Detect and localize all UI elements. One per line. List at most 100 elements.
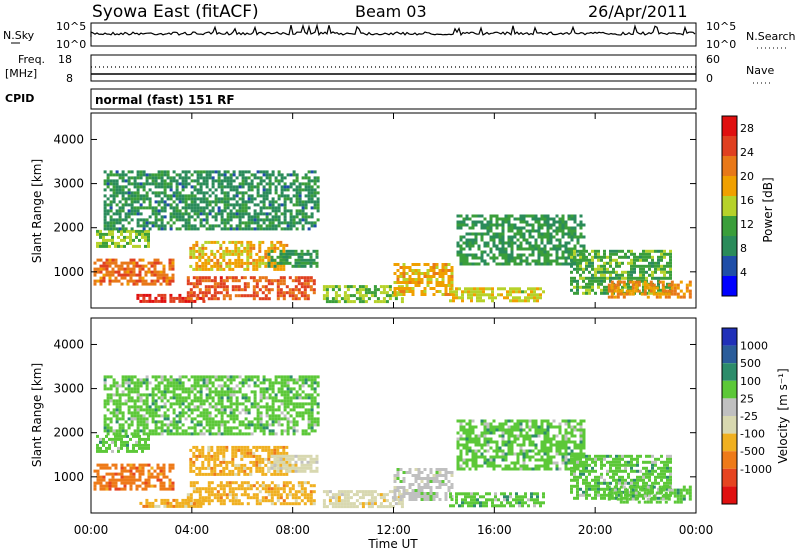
heatmap-cell	[265, 182, 269, 186]
heatmap-cell	[276, 288, 280, 292]
heatmap-cell	[193, 498, 197, 502]
heatmap-cell	[249, 276, 253, 280]
heatmap-cell	[609, 258, 612, 262]
heatmap-cell	[291, 487, 295, 491]
heatmap-cell	[515, 498, 518, 502]
heatmap-cell	[195, 297, 199, 301]
heatmap-cell	[277, 221, 281, 225]
heatmap-cell	[166, 197, 170, 201]
heatmap-cell	[491, 504, 494, 508]
heatmap-cell	[309, 499, 313, 503]
heatmap-cell	[141, 279, 145, 283]
heatmap-cell	[633, 478, 636, 482]
heatmap-cell	[358, 490, 362, 494]
heatmap-cell	[388, 502, 392, 506]
heatmap-cell	[666, 252, 669, 256]
heatmap-cell	[546, 250, 550, 254]
heatmap-cell	[235, 203, 239, 207]
heatmap-cell	[264, 499, 268, 503]
heatmap-cell	[105, 232, 108, 236]
heatmap-cell	[546, 229, 550, 233]
heatmap-cell	[567, 241, 571, 245]
heatmap-cell	[462, 223, 466, 227]
heatmap-cell	[337, 493, 341, 497]
heatmap-cell	[506, 293, 509, 297]
heatmap-cell	[606, 270, 609, 274]
heatmap-cell	[411, 272, 415, 275]
heatmap-cell	[106, 179, 110, 183]
heatmap-cell	[99, 241, 102, 245]
heatmap-cell	[121, 191, 125, 195]
heatmap-cell	[279, 496, 283, 500]
heatmap-cell	[495, 455, 499, 459]
heatmap-cell	[471, 440, 475, 444]
heatmap-cell	[138, 267, 142, 271]
heatmap-cell	[189, 484, 193, 488]
heatmap-cell	[570, 431, 574, 435]
heatmap-cell	[573, 425, 577, 429]
heatmap-cell	[489, 431, 493, 435]
heatmap-cell	[465, 461, 469, 465]
heatmap-cell	[300, 249, 304, 253]
heatmap-cell	[309, 276, 313, 280]
heatmap-cell	[303, 258, 307, 262]
heatmap-cell	[352, 502, 356, 506]
heatmap-cell	[288, 487, 292, 491]
heatmap-cell	[234, 499, 238, 503]
heatmap-cell	[603, 249, 606, 253]
heatmap-cell	[204, 258, 208, 262]
heatmap-cell	[303, 282, 307, 286]
heatmap-cell	[510, 244, 514, 248]
heatmap-cell	[510, 226, 514, 230]
heatmap-cell	[444, 471, 448, 474]
heatmap-cell	[240, 252, 244, 256]
heatmap-cell	[162, 484, 166, 488]
heatmap-cell	[196, 227, 200, 231]
heatmap-cell	[492, 259, 496, 263]
heatmap-cell	[132, 443, 135, 447]
heatmap-cell	[138, 276, 142, 280]
heatmap-cell	[102, 466, 106, 470]
heatmap-cell	[217, 179, 221, 183]
heatmap-cell	[307, 194, 311, 198]
heatmap-cell	[162, 475, 166, 479]
heatmap-cell	[573, 249, 576, 253]
heatmap-cell	[298, 212, 302, 216]
heatmap-cell	[142, 188, 146, 192]
heatmap-cell	[576, 443, 580, 447]
heatmap-cell	[238, 227, 242, 231]
heatmap-cell	[531, 247, 535, 251]
heatmap-cell	[313, 179, 317, 183]
heatmap-cell	[476, 293, 479, 297]
heatmap-cell	[597, 475, 600, 479]
heatmap-cell	[150, 466, 154, 470]
heatmap-cell	[153, 273, 157, 277]
heatmap-cell	[633, 267, 636, 271]
heatmap-cell	[468, 253, 472, 257]
heatmap-cell	[181, 182, 185, 186]
heatmap-cell	[270, 496, 274, 500]
heatmap-cell	[241, 215, 245, 219]
heatmap-cell	[504, 419, 508, 423]
heatmap-cell	[199, 176, 203, 180]
heatmap-cell	[148, 227, 152, 231]
heatmap-cell	[157, 200, 161, 204]
heatmap-cell	[247, 218, 251, 222]
heatmap-cell	[96, 279, 100, 283]
heatmap-cell	[244, 212, 248, 216]
heatmap-cell	[597, 264, 600, 268]
heatmap-cell	[546, 458, 550, 462]
heatmap-cell	[627, 472, 630, 476]
heatmap-cell	[193, 203, 197, 207]
heatmap-cell	[276, 472, 280, 476]
heatmap-cell	[196, 182, 200, 186]
heatmap-cell	[627, 273, 630, 277]
heatmap-cell	[267, 261, 271, 265]
heatmap-cell	[322, 499, 326, 503]
heatmap-cell	[561, 217, 565, 221]
heatmap-cell	[480, 422, 484, 426]
heatmap-cell	[651, 273, 654, 277]
heatmap-cell	[220, 200, 224, 204]
heatmap-cell	[199, 212, 203, 216]
heatmap-cell	[153, 264, 157, 268]
